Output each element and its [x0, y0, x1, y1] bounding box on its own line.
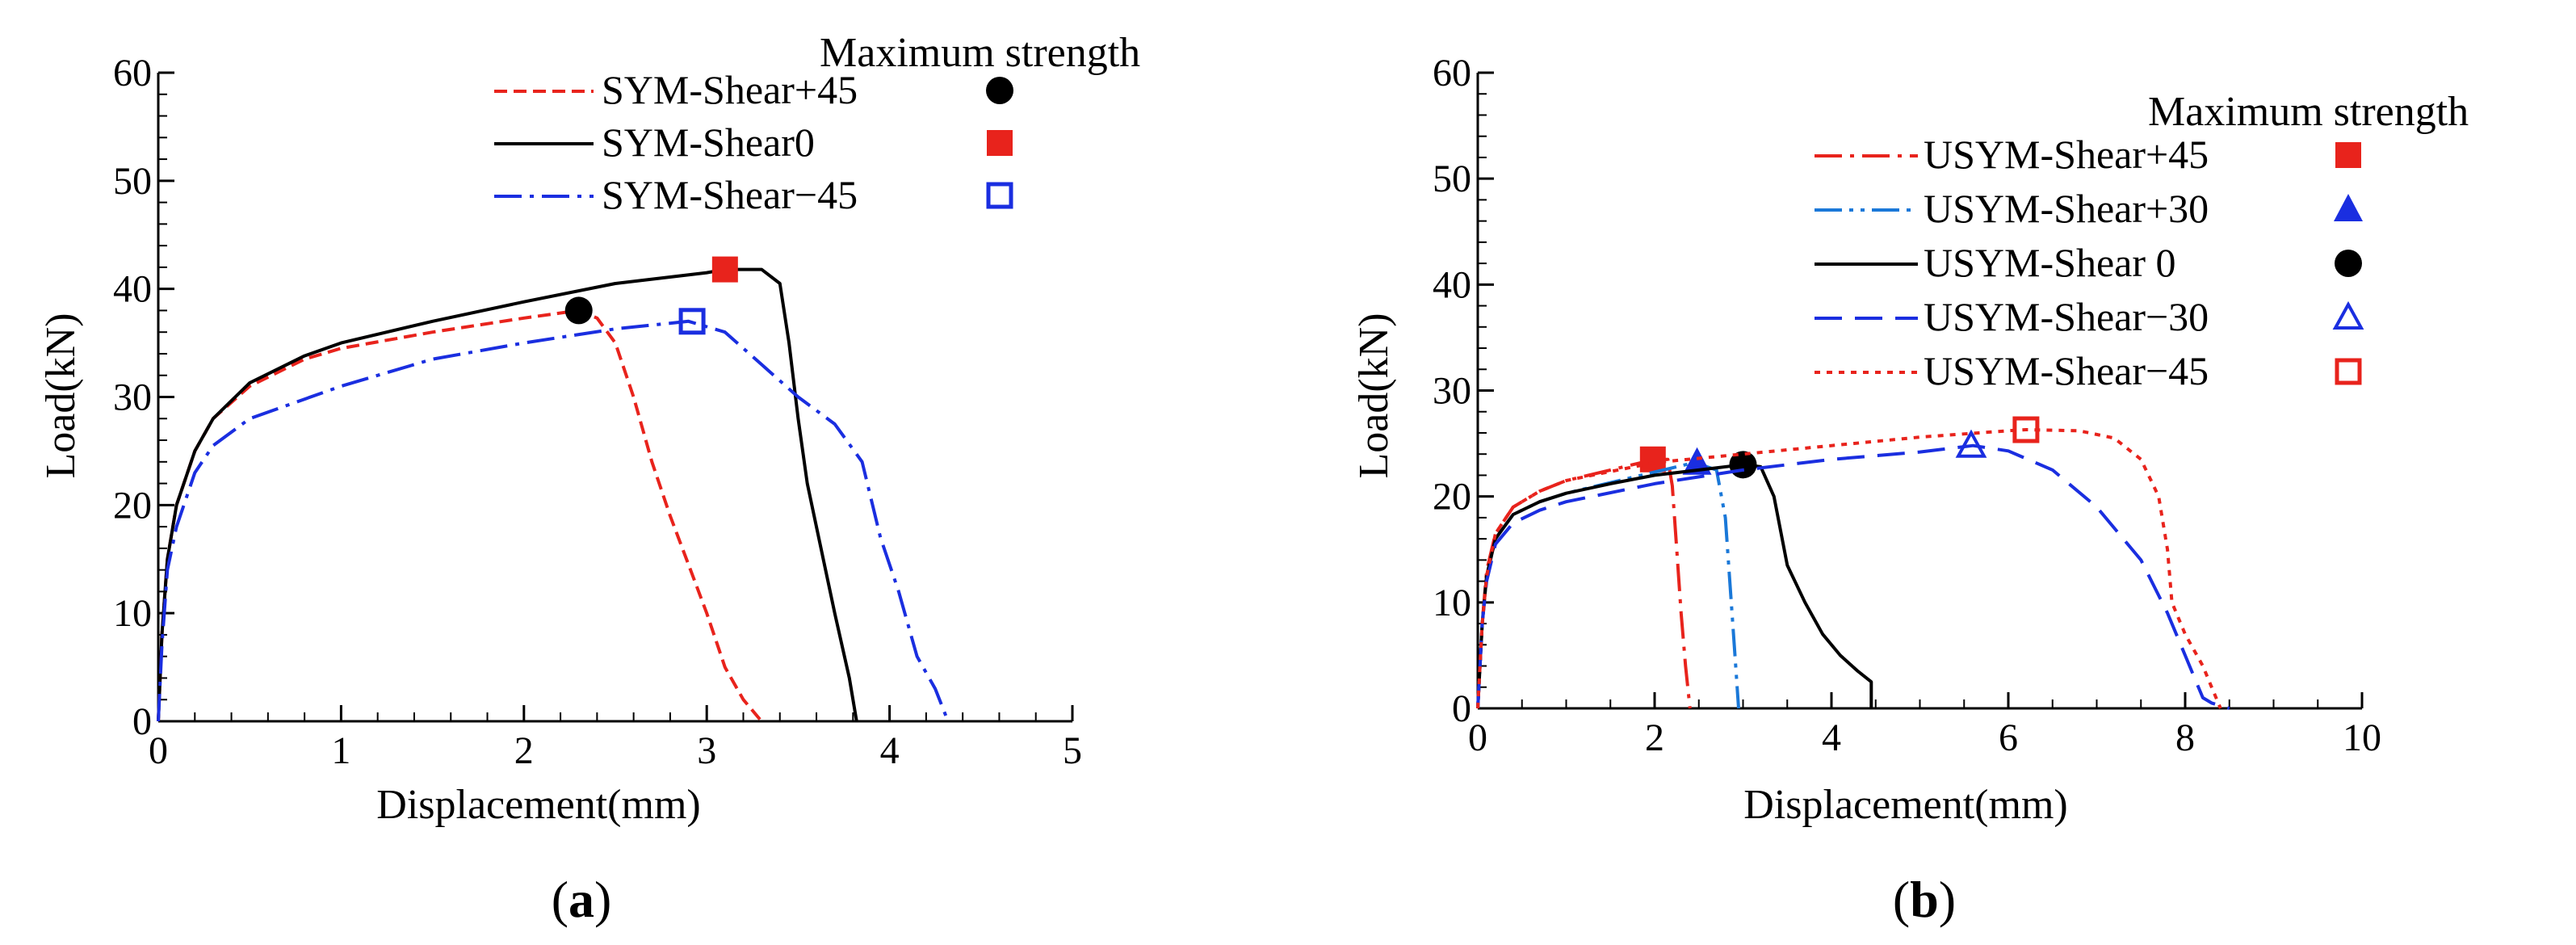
x-tick-label: 10 — [2343, 716, 2381, 759]
legend-label-1: SYM-Shear+45 — [602, 67, 858, 112]
series-line-2 — [1476, 460, 1740, 709]
y-tick-label: 20 — [113, 484, 152, 527]
panel-a-caption-label: a — [568, 871, 594, 928]
legend-marker-2 — [2334, 194, 2363, 221]
y-tick-label: 10 — [1433, 582, 1471, 624]
y-tick-label: 60 — [113, 52, 152, 94]
max-strength-marker-1 — [1639, 446, 1666, 472]
x-tick-label: 6 — [1999, 716, 2018, 759]
legend-label-4: USYM-Shear−30 — [1924, 294, 2209, 339]
panel-a-legend-title: Maximum strength — [820, 30, 1140, 76]
legend-label-3: SYM-Shear−45 — [602, 172, 858, 217]
panel-b-ylabel: Load(kN) — [1351, 313, 1397, 478]
max-strength-marker-4 — [1955, 429, 1987, 458]
y-tick-label: 50 — [113, 160, 152, 203]
series-line-4 — [1476, 443, 2230, 710]
panel-a-caption: (a) — [552, 871, 612, 928]
y-tick-label: 0 — [1452, 687, 1471, 730]
legend-marker-1 — [2335, 142, 2361, 168]
y-tick-label: 40 — [113, 268, 152, 311]
legend-marker-3 — [986, 182, 1013, 209]
x-tick-label: 0 — [1468, 716, 1487, 759]
max-strength-marker-2 — [711, 256, 738, 283]
legend-label-2: SYM-Shear0 — [602, 120, 815, 165]
series-line-2 — [157, 267, 858, 722]
panel-b: 0 2 4 6 8 10 0 10 20 30 40 50 60 Displacement(mm) Lo… — [1351, 52, 2469, 928]
panel-a-ylabel: Load(kN) — [38, 313, 84, 478]
legend-marker-3 — [2335, 250, 2362, 277]
max-strength-marker-1 — [564, 296, 593, 325]
x-tick-label: 2 — [1645, 716, 1664, 759]
y-tick-label: 20 — [1433, 476, 1471, 519]
series-line-3 — [157, 319, 950, 722]
x-tick-label: 3 — [697, 729, 716, 772]
y-tick-label: 10 — [113, 592, 152, 635]
panel-b-caption: (b) — [1893, 871, 1956, 928]
x-tick-label: 0 — [149, 729, 168, 772]
series-line-5 — [1476, 428, 2222, 709]
panel-b-caption-label: b — [1910, 871, 1939, 928]
max-strength-marker-3 — [678, 308, 706, 335]
panel-b-plot-area: 0 2 4 6 8 10 0 10 20 30 40 50 60 — [1433, 52, 2381, 759]
panel-a-xlabel: Displacement(mm) — [376, 782, 700, 828]
x-tick-label: 2 — [514, 729, 534, 772]
legend-marker-2 — [987, 130, 1013, 156]
panel-b-legend-title: Maximum strength — [2148, 89, 2469, 135]
panel-a-legend: SYM-Shear+45 SYM-Shear0 SYM-Shear−45 — [494, 67, 1013, 217]
max-strength-marker-5 — [2012, 416, 2040, 443]
x-tick-label: 4 — [880, 729, 900, 772]
y-tick-label: 30 — [1433, 370, 1471, 413]
panel-b-legend: USYM-Shear+45 USYM-Shear+30 USYM-Shear 0 US… — [1815, 132, 2364, 393]
legend-label-5: USYM-Shear−45 — [1924, 348, 2209, 393]
x-tick-label: 5 — [1063, 729, 1082, 772]
legend-label-2: USYM-Shear+30 — [1924, 186, 2209, 231]
series-line-1 — [157, 309, 763, 723]
y-tick-label: 0 — [132, 700, 152, 743]
legend-marker-4 — [2332, 300, 2364, 330]
legend-label-3: USYM-Shear 0 — [1924, 240, 2175, 285]
x-tick-label: 4 — [1822, 716, 1841, 759]
y-tick-label: 40 — [1433, 263, 1471, 306]
panel-b-xlabel: Displacement(mm) — [1743, 782, 2067, 828]
y-tick-label: 50 — [1433, 158, 1471, 200]
y-tick-label: 60 — [1433, 52, 1471, 94]
series-line-3 — [1476, 463, 1873, 709]
legend-label-1: USYM-Shear+45 — [1924, 132, 2209, 177]
legend-marker-1 — [986, 77, 1013, 104]
x-tick-label: 1 — [331, 729, 350, 772]
y-tick-label: 30 — [113, 376, 152, 419]
x-tick-label: 8 — [2175, 716, 2195, 759]
legend-marker-5 — [2335, 358, 2362, 385]
